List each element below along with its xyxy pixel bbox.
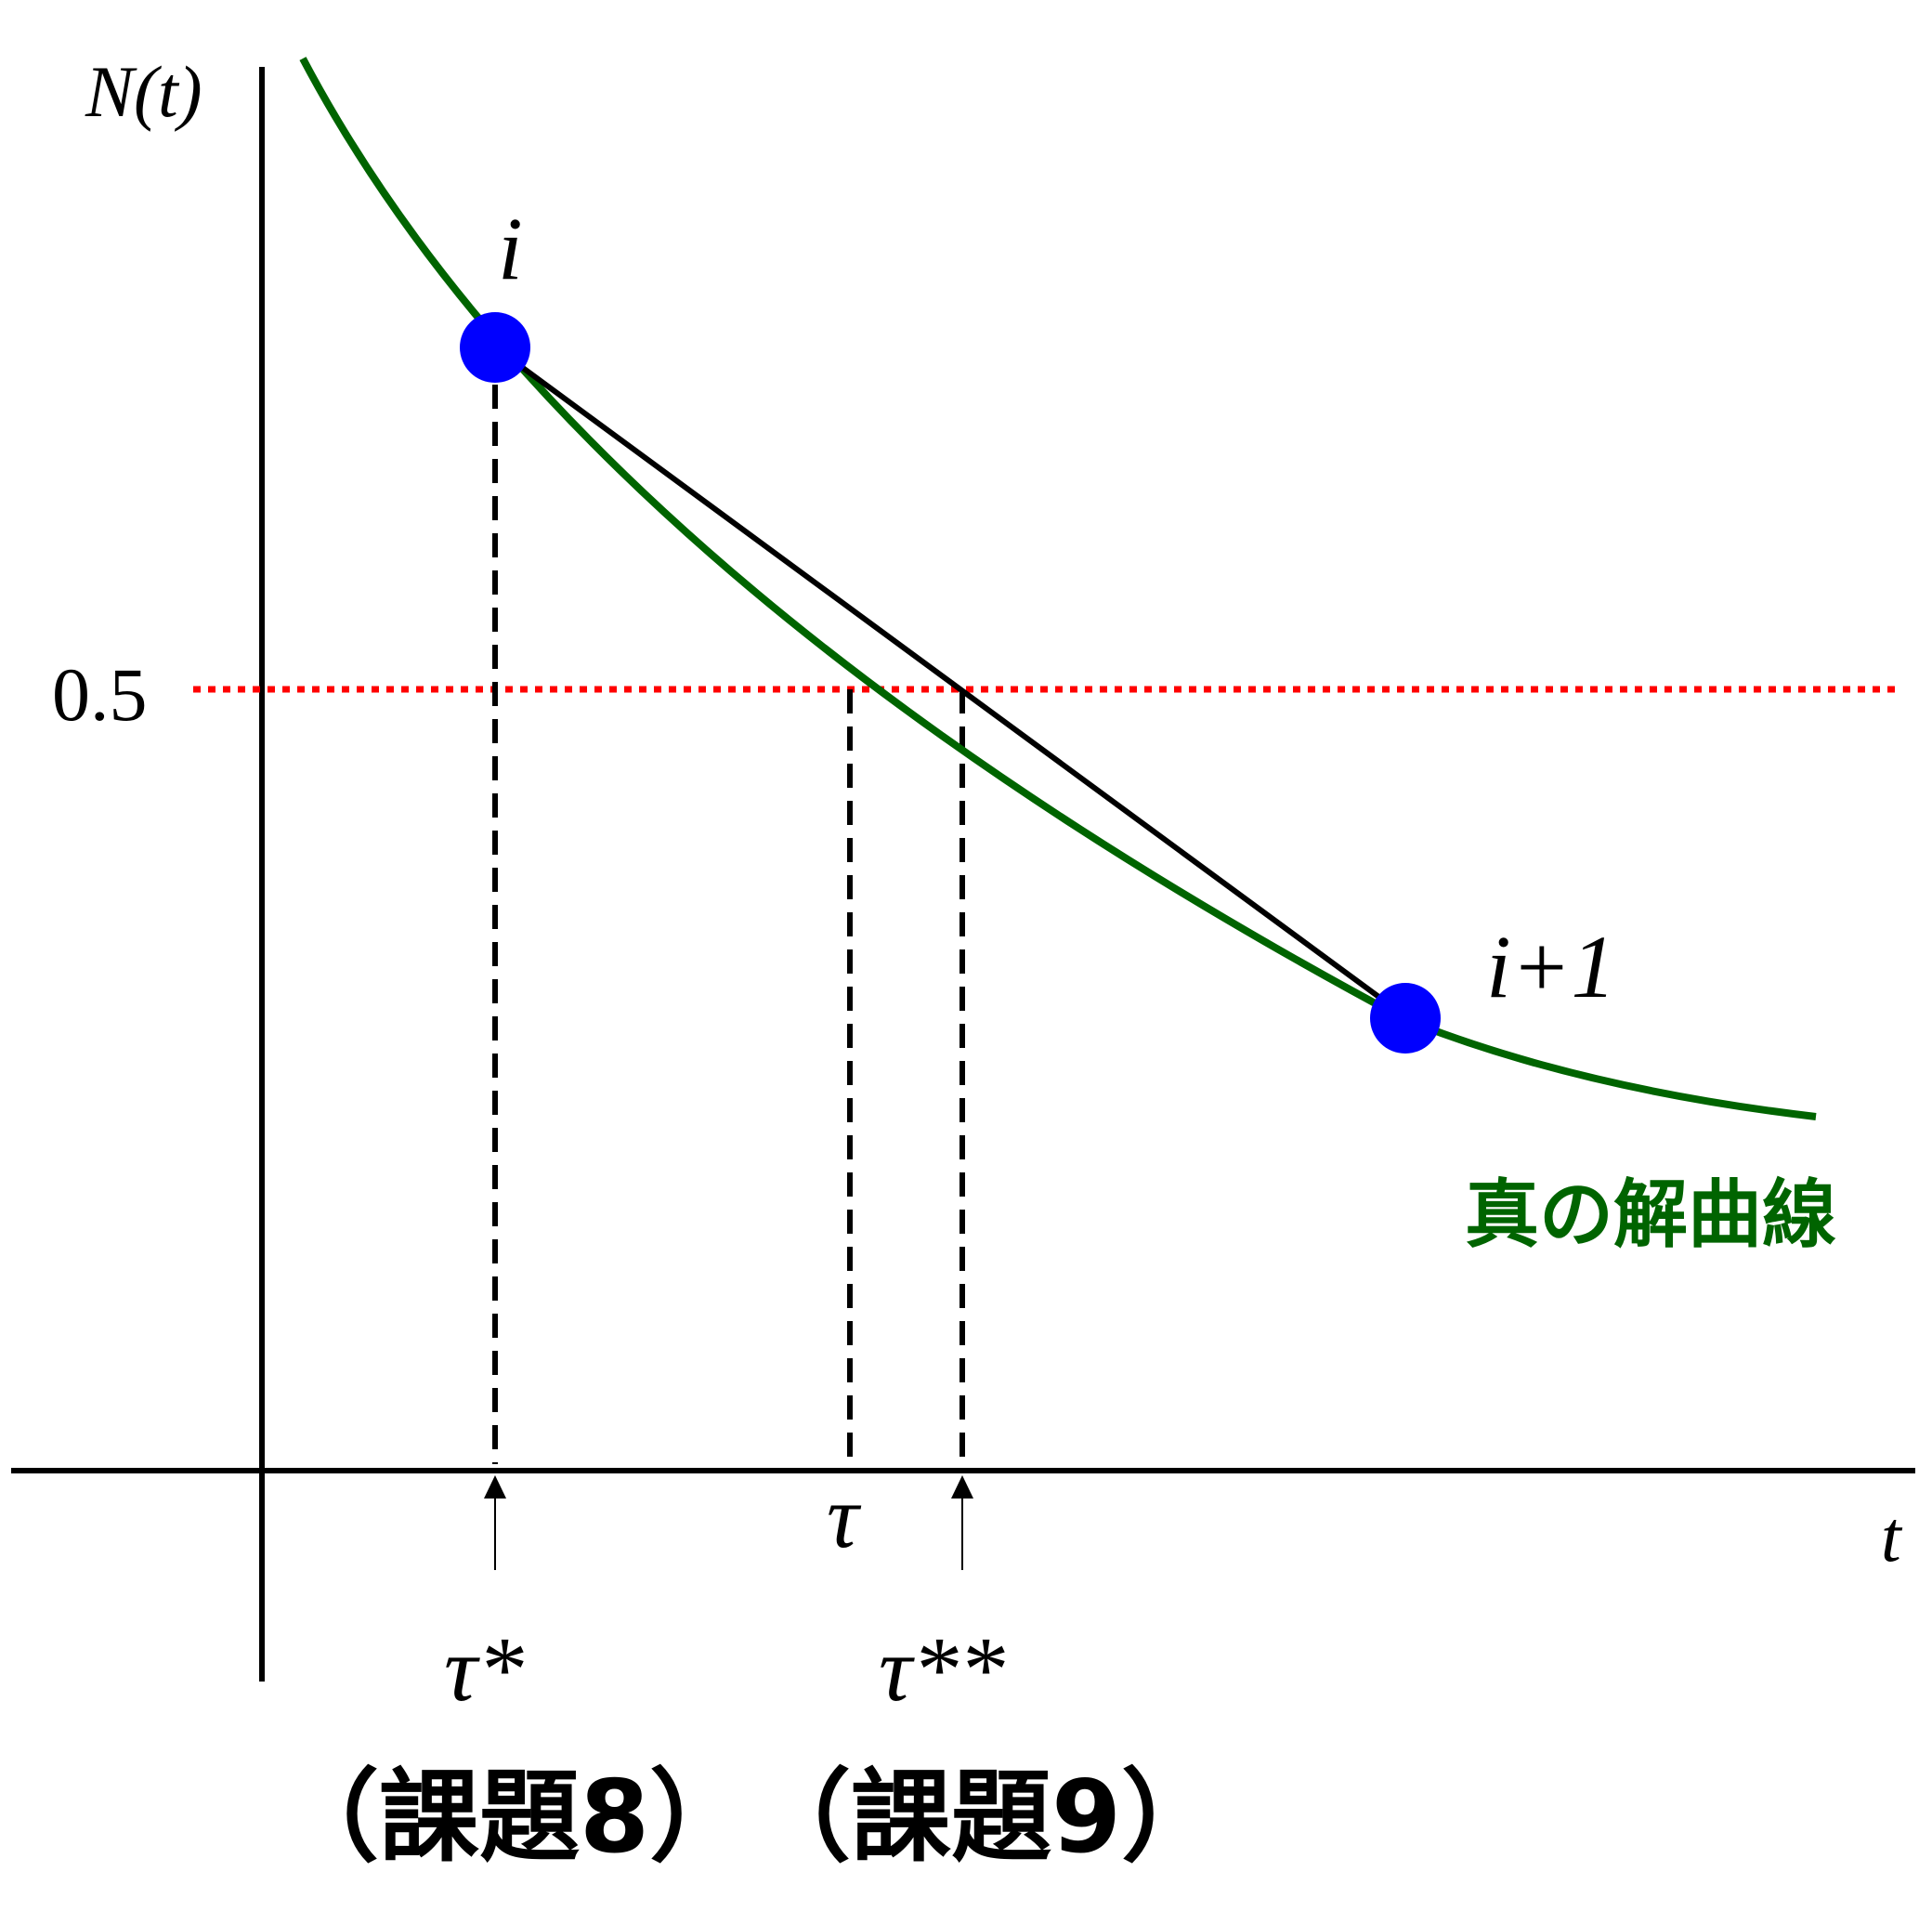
secant-line: [493, 345, 1407, 1019]
point-i: [460, 312, 530, 383]
curve-label: 真の解曲線: [1465, 1171, 1836, 1258]
y-axis-label: N(t): [85, 51, 202, 132]
tau-star-label: τ*: [444, 1617, 524, 1721]
point-i-plus-1: [1370, 983, 1441, 1054]
tau-label: τ: [827, 1467, 862, 1566]
point-i1-label: i+1: [1486, 917, 1615, 1016]
true-solution-curve: [299, 57, 1817, 1120]
tau-star-star-label: τ**: [879, 1617, 1005, 1721]
level-label: 0.5: [52, 652, 148, 737]
tau-star-arrow: [484, 1475, 506, 1570]
x-axis-label: t: [1881, 1496, 1903, 1577]
tau-star-star-arrow: [951, 1475, 973, 1570]
task8-label: （課題8）: [279, 1760, 750, 1876]
point-i-label: i: [498, 199, 523, 298]
task9-label: （課題9）: [751, 1760, 1221, 1876]
